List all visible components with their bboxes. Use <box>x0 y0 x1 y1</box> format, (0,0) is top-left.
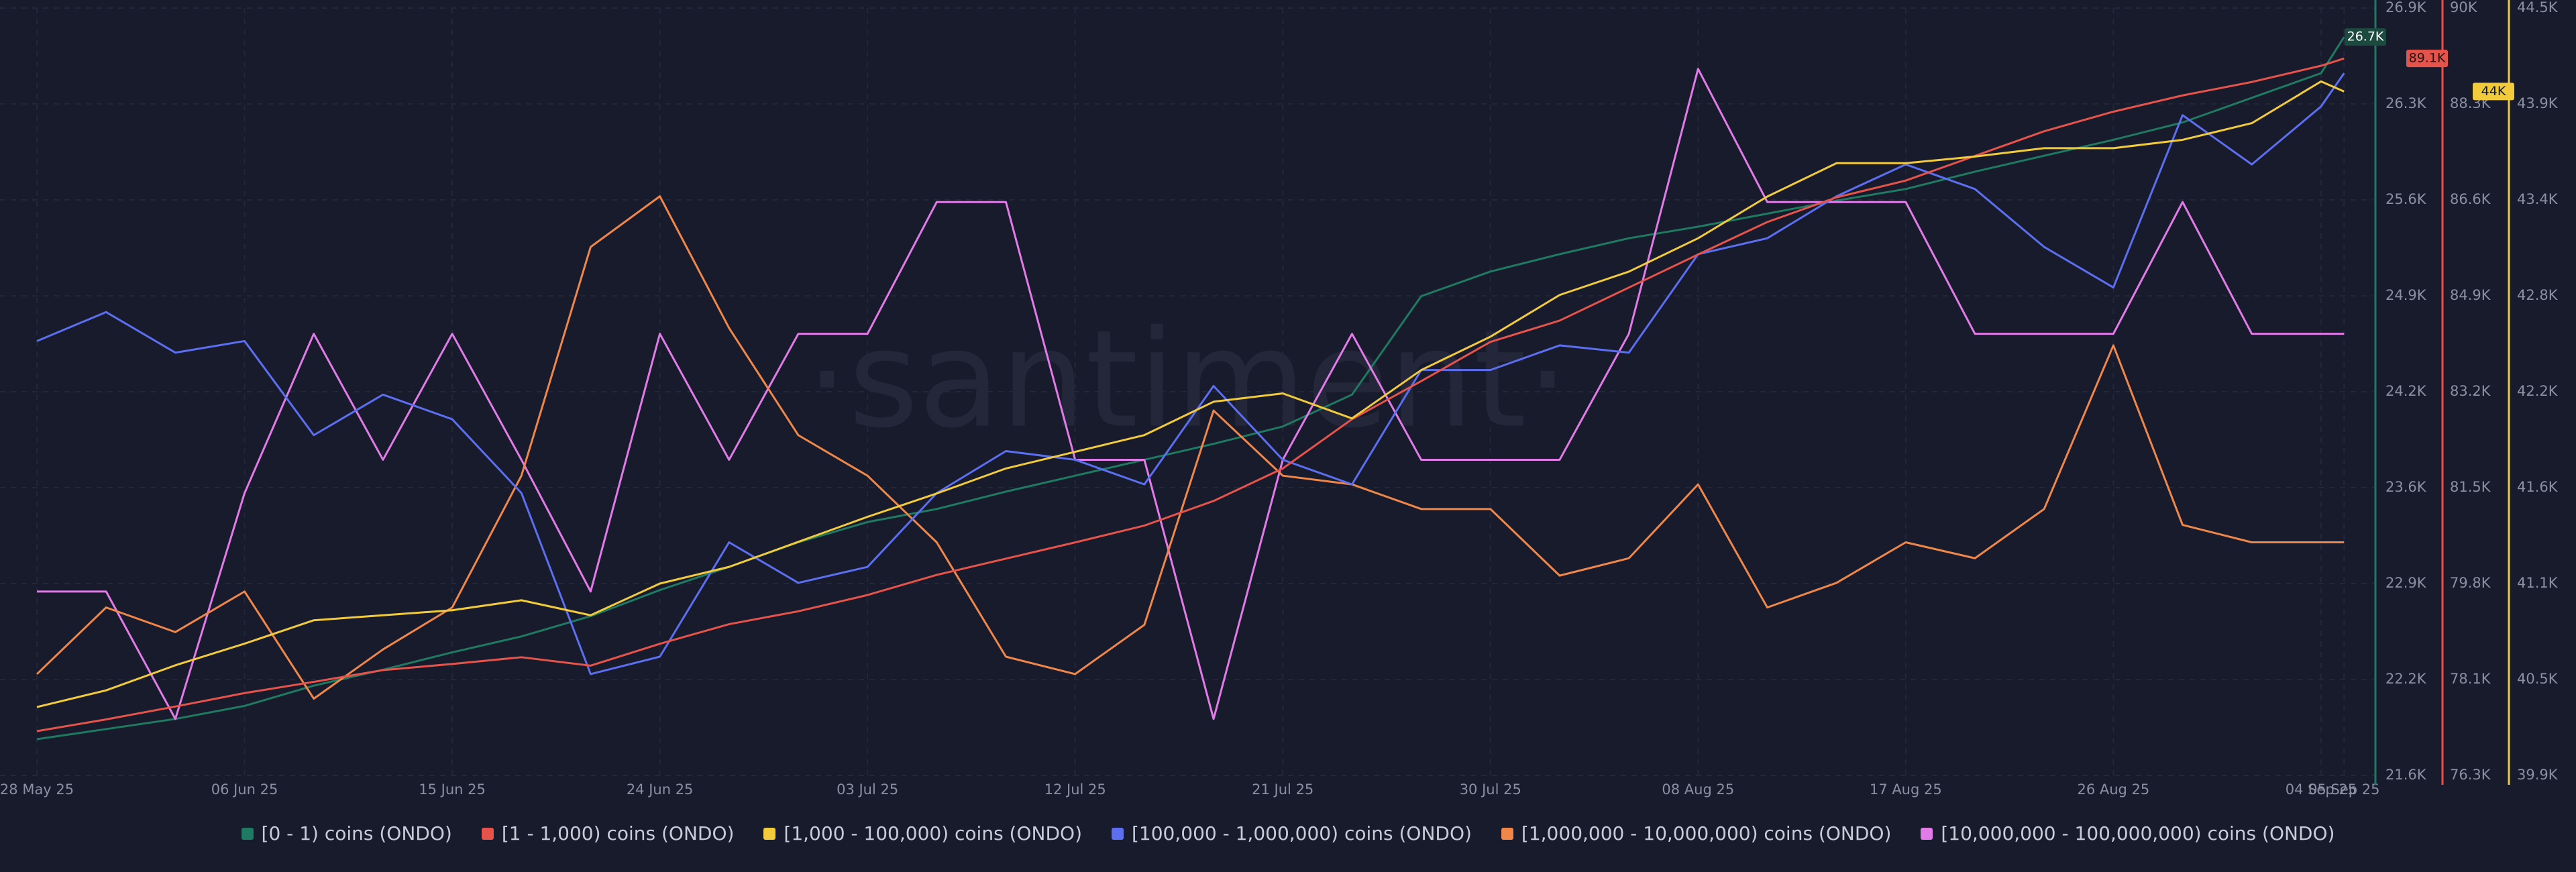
legend-swatch <box>763 827 776 840</box>
last-value-label: 26.7K <box>2347 30 2384 44</box>
x-tick-label: 30 Jul 25 <box>1460 781 1521 798</box>
x-tick-label: 26 Aug 25 <box>2077 781 2149 798</box>
legend-label: [10,000,000 - 100,000,000) coins (ONDO) <box>1941 822 2335 844</box>
chart: ·santiment· 28 May 25 06 Jun 25 15 Jun 25 2… <box>0 0 2559 798</box>
x-tick-label: 05 Sep 25 <box>2308 781 2379 798</box>
x-tick-label: 08 Aug 25 <box>1662 781 1734 798</box>
legend-label: [1,000 - 100,000) coins (ONDO) <box>784 822 1082 844</box>
series-line <box>36 80 2345 708</box>
y-tick-label: 43.4K <box>2517 191 2559 207</box>
legend-swatch <box>1501 827 1513 840</box>
x-tick-label: 15 Jun 25 <box>419 781 486 798</box>
legend-label: [100,000 - 1,000,000) coins (ONDO) <box>1132 822 1472 844</box>
y-tick-label: 25.6K <box>2385 191 2427 207</box>
legend-swatch <box>481 827 494 840</box>
series-line <box>36 36 2345 741</box>
y-tick-label: 23.6K <box>2385 479 2427 495</box>
y-tick-label: 42.2K <box>2517 383 2559 399</box>
legend-swatch <box>1921 827 1933 840</box>
x-tick-label: 21 Jul 25 <box>1252 781 1313 798</box>
y-tick-label: 83.2K <box>2450 383 2491 399</box>
x-tick-label: 04 Sep 25 <box>2286 781 2357 798</box>
legend: [0 - 1) coins (ONDO) [1 - 1,000) coins (O… <box>0 822 2576 844</box>
y-tick-label: 41.6K <box>2517 479 2559 495</box>
y-tick-label: 22.2K <box>2385 671 2427 687</box>
x-tick-label: 24 Jun 25 <box>627 781 694 798</box>
x-tick-label: 03 Jul 25 <box>837 781 898 798</box>
legend-item[interactable]: [1,000,000 - 10,000,000) coins (ONDO) <box>1501 822 1891 844</box>
y-tick-label: 81.5K <box>2450 479 2491 495</box>
y-tick-label: 76.3K <box>2450 767 2491 783</box>
x-tick-label: 17 Aug 25 <box>1870 781 1942 798</box>
legend-swatch <box>1112 827 1124 840</box>
y-tick-label: 40.5K <box>2517 671 2559 687</box>
last-value-label: 89.1K <box>2409 51 2446 66</box>
x-tick-label: 28 May 25 <box>0 781 74 798</box>
y-tick-label: 26.3K <box>2385 95 2427 111</box>
y-tick-label: 22.9K <box>2385 575 2427 591</box>
last-value-label: 44K <box>2481 84 2506 99</box>
legend-item[interactable]: [0 - 1) coins (ONDO) <box>241 822 452 844</box>
series-line <box>37 68 2345 720</box>
legend-item[interactable]: [100,000 - 1,000,000) coins (ONDO) <box>1112 822 1472 844</box>
legend-item[interactable]: [1,000 - 100,000) coins (ONDO) <box>763 822 1082 844</box>
y-tick-label: 79.8K <box>2450 575 2491 591</box>
legend-swatch <box>241 827 254 840</box>
legend-label: [1 - 1,000) coins (ONDO) <box>501 822 735 844</box>
y-tick-label: 42.8K <box>2517 287 2559 303</box>
series-line <box>36 72 2345 675</box>
legend-item[interactable]: [10,000,000 - 100,000,000) coins (ONDO) <box>1921 822 2334 844</box>
last-value-badge <box>2473 83 2514 101</box>
y-tick-label: 90K <box>2450 0 2478 15</box>
y-tick-label: 24.2K <box>2385 383 2427 399</box>
series-line <box>36 57 2345 732</box>
y-tick-label: 41.1K <box>2517 575 2559 591</box>
y-tick-label: 21.6K <box>2385 767 2427 783</box>
y-tick-label: 44.5K <box>2517 0 2559 15</box>
y-tick-label: 39.9K <box>2517 767 2559 783</box>
series-line <box>36 195 2345 700</box>
legend-label: [0 - 1) coins (ONDO) <box>261 822 452 844</box>
last-value-badge <box>2406 50 2448 68</box>
y-tick-label: 78.1K <box>2450 671 2491 687</box>
y-tick-label: 86.6K <box>2450 191 2491 207</box>
legend-item[interactable]: [1 - 1,000) coins (ONDO) <box>481 822 735 844</box>
y-tick-label: 43.9K <box>2517 95 2559 111</box>
last-value-badge <box>2345 28 2386 46</box>
x-tick-label: 06 Jun 25 <box>211 781 278 798</box>
x-tick-label: 12 Jul 25 <box>1044 781 1106 798</box>
watermark: ·santiment· <box>806 302 1569 458</box>
y-tick-label: 26.9K <box>2385 0 2427 15</box>
y-tick-label: 24.9K <box>2385 287 2427 303</box>
y-tick-label: 84.9K <box>2450 287 2491 303</box>
legend-label: [1,000,000 - 10,000,000) coins (ONDO) <box>1521 822 1892 844</box>
